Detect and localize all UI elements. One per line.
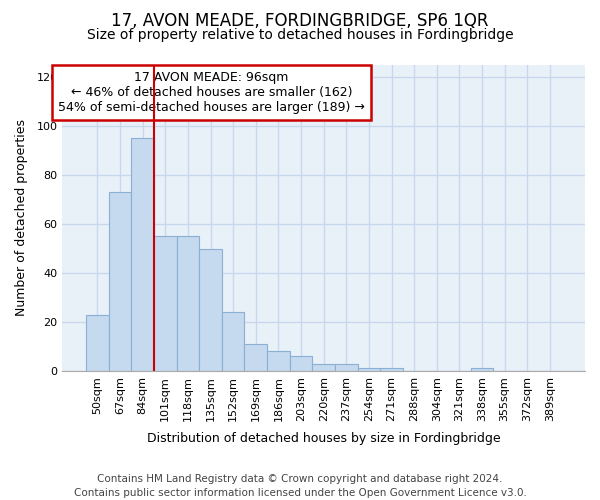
Bar [358,368,380,371]
Bar [380,368,403,371]
Y-axis label: Number of detached properties: Number of detached properties [15,120,28,316]
Bar [471,368,493,371]
Text: Contains HM Land Registry data © Crown copyright and database right 2024.
Contai: Contains HM Land Registry data © Crown c… [74,474,526,498]
Bar [109,192,131,371]
Bar [290,356,313,371]
Bar [222,312,244,371]
Bar [335,364,358,371]
Text: 17 AVON MEADE: 96sqm
← 46% of detached houses are smaller (162)
54% of semi-deta: 17 AVON MEADE: 96sqm ← 46% of detached h… [58,71,365,114]
Bar [313,364,335,371]
Bar [154,236,176,371]
Bar [176,236,199,371]
X-axis label: Distribution of detached houses by size in Fordingbridge: Distribution of detached houses by size … [147,432,500,445]
Bar [244,344,267,371]
Text: 17, AVON MEADE, FORDINGBRIDGE, SP6 1QR: 17, AVON MEADE, FORDINGBRIDGE, SP6 1QR [111,12,489,30]
Bar [131,138,154,371]
Bar [199,248,222,371]
Bar [267,352,290,371]
Bar [86,314,109,371]
Text: Size of property relative to detached houses in Fordingbridge: Size of property relative to detached ho… [86,28,514,42]
